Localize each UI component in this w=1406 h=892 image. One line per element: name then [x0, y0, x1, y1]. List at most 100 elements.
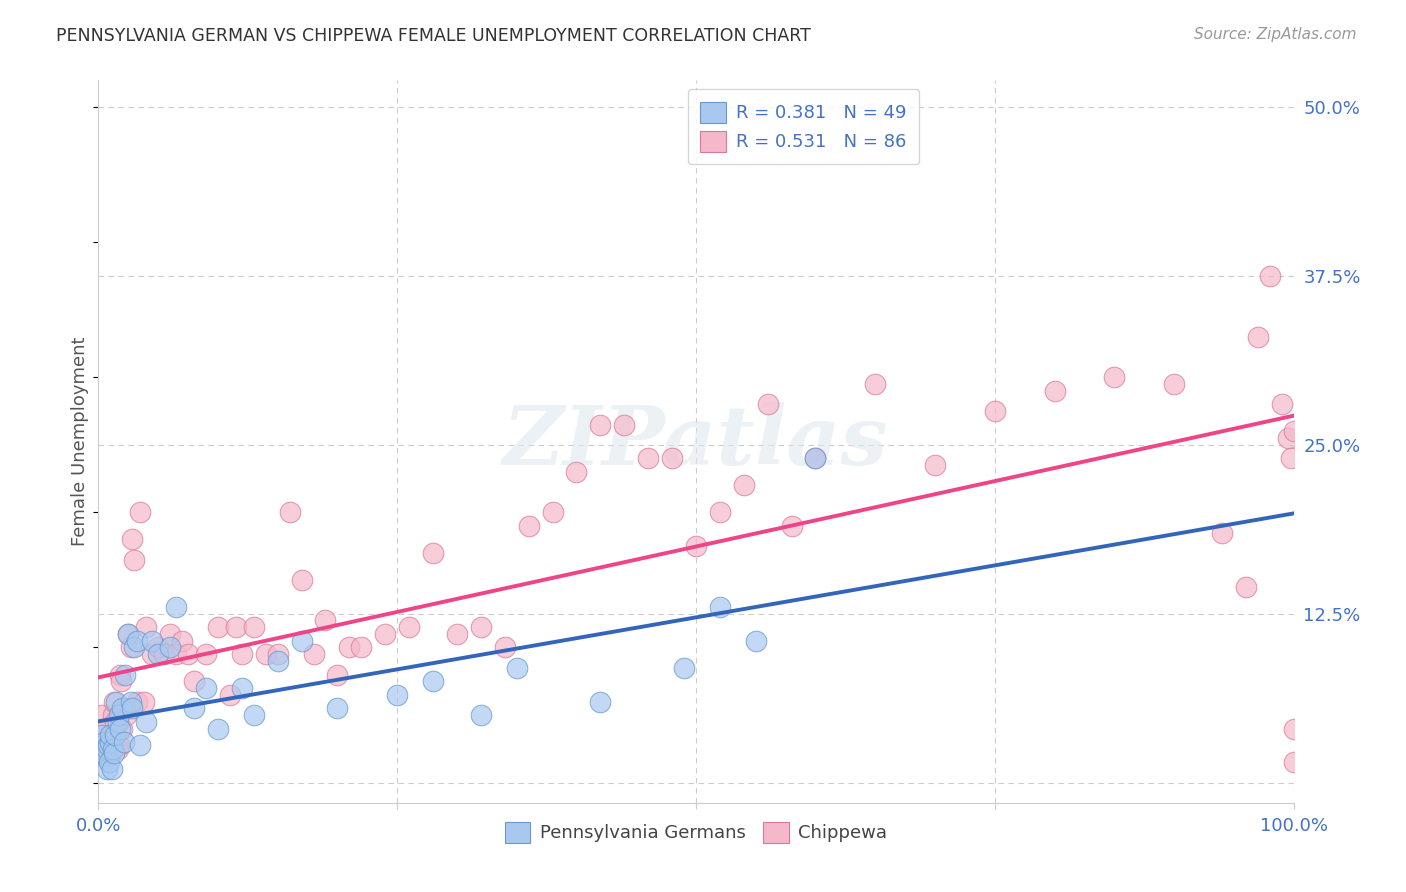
Point [302, 647, 325, 661]
Point [231, 681, 253, 695]
Point [709, 599, 731, 614]
Point [98, 741, 121, 756]
Point [97, 748, 120, 763]
Point [267, 647, 290, 661]
Point [541, 505, 564, 519]
Point [589, 694, 612, 708]
Point [91, 741, 114, 756]
Text: ZIPatlas: ZIPatlas [503, 401, 889, 482]
Text: PENNSYLVANIA GERMAN VS CHIPPEWA FEMALE UNEMPLOYMENT CORRELATION CHART: PENNSYLVANIA GERMAN VS CHIPPEWA FEMALE U… [56, 27, 811, 45]
Point [105, 694, 128, 708]
Point [114, 701, 136, 715]
Point [110, 674, 132, 689]
Point [132, 694, 155, 708]
Point [129, 505, 152, 519]
Point [315, 614, 337, 628]
Point [589, 417, 612, 432]
Point [135, 714, 157, 729]
Point [103, 746, 125, 760]
Point [517, 519, 540, 533]
Point [141, 647, 163, 661]
Point [1282, 722, 1305, 736]
Point [446, 627, 468, 641]
Point [94, 748, 117, 763]
Point [96, 735, 118, 749]
Point [339, 640, 361, 655]
Point [254, 647, 277, 661]
Point [756, 397, 779, 411]
Text: Source: ZipAtlas.com: Source: ZipAtlas.com [1194, 27, 1357, 42]
Point [398, 620, 420, 634]
Point [183, 674, 205, 689]
Point [100, 728, 122, 742]
Point [225, 620, 247, 634]
Point [135, 620, 157, 634]
Point [326, 701, 349, 715]
Point [673, 661, 696, 675]
Point [291, 573, 314, 587]
Point [195, 681, 218, 695]
Point [98, 728, 122, 742]
Point [112, 735, 135, 749]
Point [326, 667, 349, 681]
Point [107, 714, 129, 729]
Point [91, 728, 114, 742]
Point [1163, 377, 1185, 392]
Point [115, 708, 138, 723]
Legend: Pennsylvania Germans, Chippewa: Pennsylvania Germans, Chippewa [492, 809, 900, 855]
Point [1043, 384, 1066, 398]
Point [107, 741, 129, 756]
Point [494, 640, 516, 655]
Point [111, 722, 134, 736]
Point [159, 627, 181, 641]
Point [709, 505, 731, 519]
Point [165, 647, 187, 661]
Point [153, 647, 176, 661]
Point [103, 694, 125, 708]
Point [98, 735, 122, 749]
Point [422, 546, 444, 560]
Point [148, 640, 170, 655]
Point [120, 640, 142, 655]
Point [98, 746, 122, 760]
Point [1282, 756, 1305, 770]
Point [117, 627, 139, 641]
Point [101, 708, 124, 723]
Point [207, 722, 229, 736]
Point [350, 640, 373, 655]
Point [804, 451, 827, 466]
Point [613, 417, 636, 432]
Point [470, 708, 492, 723]
Point [278, 505, 301, 519]
Point [984, 404, 1007, 418]
Point [374, 627, 396, 641]
Point [107, 738, 129, 752]
Point [219, 688, 242, 702]
Point [733, 478, 755, 492]
Point [470, 620, 492, 634]
Point [94, 722, 117, 736]
Point [148, 647, 170, 661]
Point [101, 741, 124, 756]
Point [105, 735, 128, 749]
Point [231, 647, 253, 661]
Point [104, 728, 127, 742]
Point [104, 714, 127, 729]
Point [207, 620, 229, 634]
Point [108, 667, 131, 681]
Point [745, 633, 768, 648]
Point [924, 458, 946, 472]
Point [117, 627, 139, 641]
Point [385, 688, 409, 702]
Point [1277, 431, 1299, 445]
Point [120, 694, 142, 708]
Point [422, 674, 444, 689]
Point [1258, 269, 1281, 284]
Point [93, 738, 115, 752]
Point [243, 620, 266, 634]
Point [1234, 580, 1257, 594]
Point [165, 599, 187, 614]
Point [637, 451, 659, 466]
Point [183, 701, 205, 715]
Point [267, 654, 290, 668]
